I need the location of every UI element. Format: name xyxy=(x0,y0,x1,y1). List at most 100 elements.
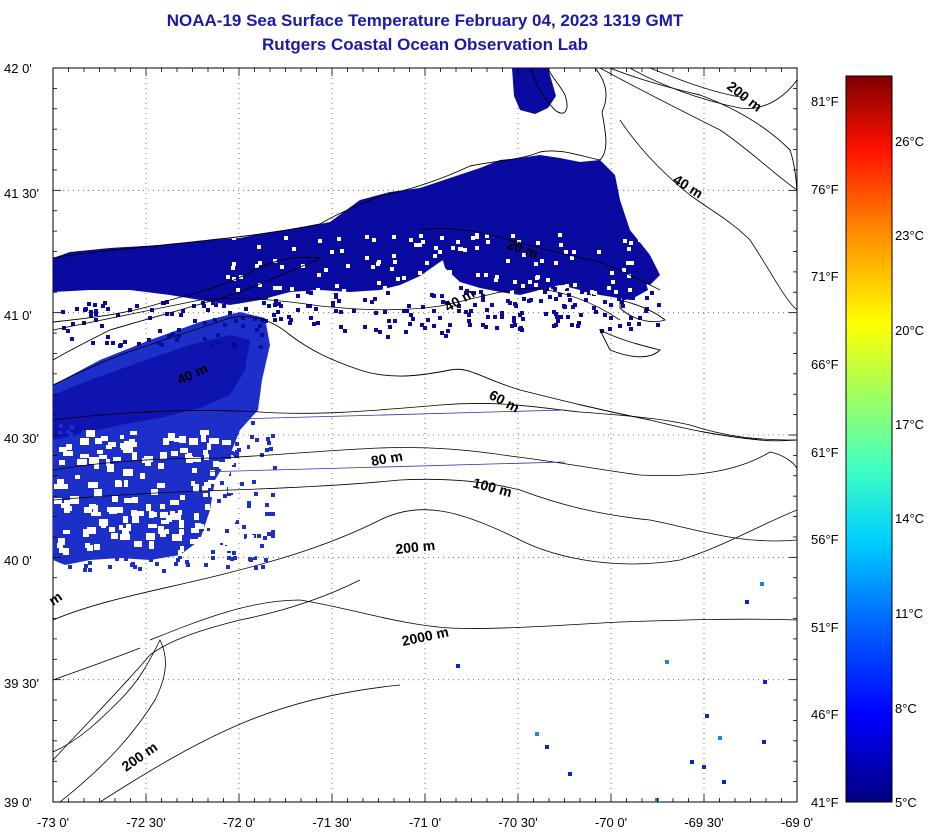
sst-pixel xyxy=(573,303,577,307)
cloud-gap-pixel xyxy=(231,469,240,476)
map-subtitle: Rutgers Coastal Ocean Observation Lab xyxy=(262,35,588,54)
sst-pixel xyxy=(603,313,607,317)
sst-pixel xyxy=(203,337,207,341)
sst-pixel xyxy=(83,308,87,312)
sst-pixel xyxy=(635,291,639,295)
cloud-gap-pixel xyxy=(119,525,123,530)
sst-pixel xyxy=(59,424,63,428)
cloud-gap-pixel xyxy=(570,256,574,260)
cloud-gap-pixel xyxy=(372,238,376,242)
cloud-gap-pixel xyxy=(340,249,344,253)
sst-pixel xyxy=(481,298,485,302)
cloud-gap-pixel xyxy=(157,483,165,488)
cloud-gap-pixel xyxy=(111,533,118,539)
sst-pixel xyxy=(618,324,622,328)
cloud-gap-pixel xyxy=(418,271,422,275)
contour-label: 80 m xyxy=(370,448,404,469)
sst-pixel xyxy=(53,440,57,444)
cloud-gap-pixel xyxy=(534,283,538,287)
sst-pixel xyxy=(584,288,588,292)
sst-pixel xyxy=(553,287,557,291)
sst-pixel xyxy=(271,434,275,438)
cloud-gap-pixel xyxy=(137,511,144,516)
cloud-gap-pixel xyxy=(124,480,128,487)
cloud-gap-pixel xyxy=(170,511,175,515)
cloud-gap-pixel xyxy=(54,498,62,504)
sst-pixel xyxy=(149,428,153,432)
sst-pixel xyxy=(227,455,231,459)
sst-pixel xyxy=(265,503,269,507)
sst-pixel xyxy=(177,328,181,332)
cloud-gap-pixel xyxy=(193,457,201,462)
sst-pixel xyxy=(247,501,251,505)
cloud-gap-pixel xyxy=(209,438,219,444)
cloud-gap-pixel xyxy=(178,550,182,556)
cloud-gap-pixel xyxy=(85,543,90,548)
sst-pixel xyxy=(555,315,559,319)
cloud-gap-pixel xyxy=(394,289,398,293)
contour-80m xyxy=(53,447,797,476)
cloud-gap-pixel xyxy=(222,440,231,445)
sst-pixel xyxy=(255,438,259,442)
cloud-gap-pixel xyxy=(101,436,108,441)
sst-pixel xyxy=(261,565,265,569)
graticule xyxy=(53,68,797,802)
cloud-gap-pixel xyxy=(451,246,455,250)
sst-pixel xyxy=(94,309,98,313)
cloud-gap-pixel xyxy=(63,530,70,534)
sst-pixel xyxy=(609,303,613,307)
cloud-gap-pixel xyxy=(335,284,339,288)
sst-pixel xyxy=(312,322,316,326)
fahrenheit-tick-label: 81°F xyxy=(811,94,839,109)
sst-pixel xyxy=(513,323,517,327)
sst-pixel xyxy=(232,551,236,555)
cloud-gap-pixel xyxy=(58,538,65,545)
sst-pixel xyxy=(407,304,411,308)
sst-pixel xyxy=(211,301,215,305)
cloud-gap-pixel xyxy=(559,243,563,247)
sst-pixel xyxy=(426,318,430,322)
cloud-gap-pixel xyxy=(202,486,208,491)
cloud-gap-pixel xyxy=(101,522,106,528)
cloud-gap-pixel xyxy=(534,262,538,266)
cloud-gap-pixel xyxy=(70,496,79,504)
coast-islands xyxy=(598,299,666,358)
fahrenheit-tick-label: 66°F xyxy=(811,357,839,372)
lat-tick-label: 42 0' xyxy=(4,61,32,76)
cloud-gap-pixel xyxy=(160,530,166,537)
cloud-gap-pixel xyxy=(178,510,182,515)
cloud-gap-pixel xyxy=(201,435,206,442)
cloud-gap-pixel xyxy=(158,463,164,469)
sst-pixel xyxy=(184,531,188,535)
cloud-gap-pixel xyxy=(59,460,65,465)
sst-pixel xyxy=(181,309,185,313)
sst-pixel xyxy=(638,316,642,320)
sst-pixel xyxy=(448,323,452,327)
sst-pixel xyxy=(387,319,391,323)
cloud-gap-pixel xyxy=(57,479,64,485)
sst-pixel xyxy=(457,309,461,313)
sst-pixel xyxy=(446,329,450,333)
sst-pixel xyxy=(220,481,224,485)
sst-pixel xyxy=(258,324,262,328)
cloud-gap-pixel xyxy=(193,484,199,492)
cloud-gap-pixel xyxy=(342,291,346,295)
sst-pixel xyxy=(339,325,343,329)
sst-pixel xyxy=(587,291,591,295)
cloud-gap-pixel xyxy=(163,438,169,445)
sst-pixel xyxy=(161,301,165,305)
sst-pixel xyxy=(334,293,338,297)
cloud-gap-pixel xyxy=(471,236,475,240)
sst-pixel xyxy=(211,344,215,348)
sst-pixel xyxy=(563,305,567,309)
sst-pixel xyxy=(423,326,427,330)
cloud-gap-pixel xyxy=(124,498,133,503)
cloud-gap-pixel xyxy=(528,280,532,284)
sst-pixel xyxy=(217,433,221,437)
sst-pixel xyxy=(124,437,128,441)
sst-pixel xyxy=(271,534,275,538)
sst-pixel xyxy=(548,295,552,299)
sst-pixel xyxy=(513,302,517,306)
sst-pixel xyxy=(100,324,104,328)
offshore-sst-pixel xyxy=(760,582,764,586)
